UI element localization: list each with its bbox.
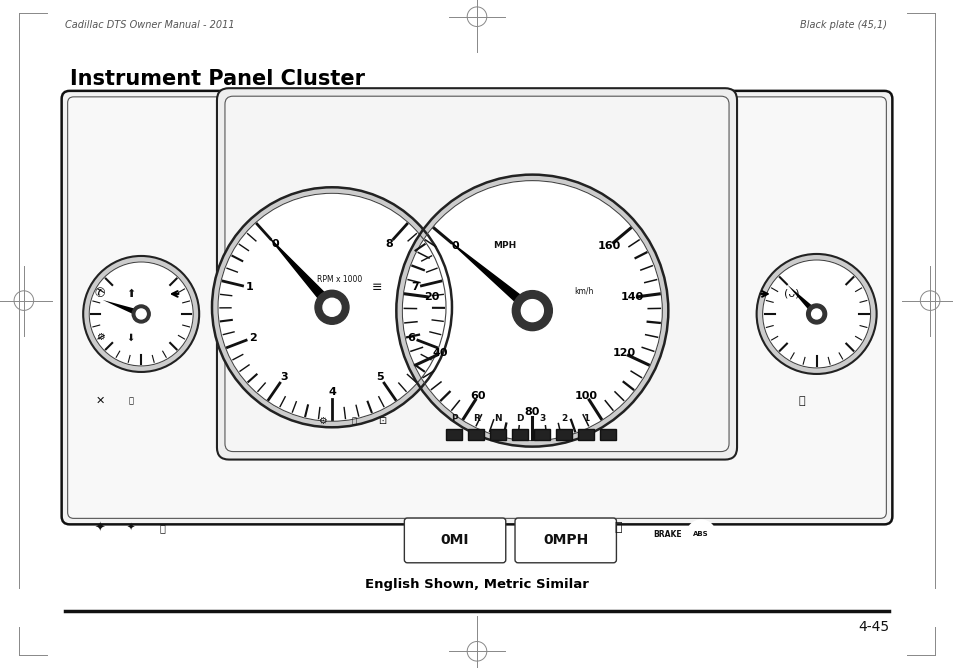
Polygon shape [103,300,142,317]
Text: 80: 80 [524,407,539,417]
Circle shape [811,309,821,319]
Polygon shape [786,285,819,317]
Text: RPM x 1000: RPM x 1000 [317,275,362,284]
Text: 7: 7 [411,283,418,293]
Circle shape [402,180,661,441]
Text: Instrument Panel Cluster: Instrument Panel Cluster [70,69,364,89]
Text: D: D [516,414,523,423]
Text: ≡: ≡ [372,281,382,294]
Text: ✆: ✆ [94,287,106,301]
Text: 140: 140 [620,293,643,303]
Circle shape [132,305,150,323]
Circle shape [395,174,668,447]
Text: ⬆: ⬆ [126,289,135,299]
Text: 120: 120 [612,348,635,358]
Text: ⛽: ⛽ [798,396,803,405]
Text: km/h: km/h [574,286,594,295]
Text: 40: 40 [433,348,448,358]
Circle shape [806,304,825,324]
Text: MPH: MPH [492,241,516,250]
Text: ⊡: ⊡ [377,416,386,426]
Text: ✦: ✦ [94,521,106,534]
Text: 3: 3 [538,414,545,423]
Bar [534,429,550,440]
Text: English Shown, Metric Similar: English Shown, Metric Similar [365,578,588,591]
Polygon shape [271,239,343,320]
Text: Black plate (45,1): Black plate (45,1) [800,21,886,30]
Text: 0MPH: 0MPH [542,534,588,547]
Text: (ᴗ): (ᴗ) [783,289,799,299]
Text: 100: 100 [575,391,598,401]
Bar [468,429,484,440]
Text: 8: 8 [385,239,393,249]
Circle shape [323,299,340,316]
Text: 20: 20 [424,293,439,303]
Text: 0MI: 0MI [440,534,469,547]
Text: 160: 160 [598,240,620,250]
FancyBboxPatch shape [225,96,728,452]
Text: 2: 2 [249,333,256,343]
Circle shape [136,309,146,319]
FancyBboxPatch shape [68,97,885,518]
Bar [556,429,572,440]
Text: BRAKE: BRAKE [653,530,681,539]
Text: 🔑: 🔑 [337,295,342,304]
FancyBboxPatch shape [515,518,616,562]
Text: 1: 1 [582,414,589,423]
Text: 🔋: 🔋 [351,416,356,426]
Text: 〓: 〓 [128,396,133,405]
Polygon shape [452,243,546,323]
Circle shape [686,520,715,548]
Text: 4: 4 [328,387,335,397]
Circle shape [314,291,349,324]
Text: Cadillac DTS Owner Manual - 2011: Cadillac DTS Owner Manual - 2011 [65,21,234,30]
Bar [599,429,616,440]
Text: 6: 6 [407,333,415,343]
Bar [490,429,506,440]
Circle shape [761,260,870,368]
Text: ⚙: ⚙ [95,333,105,342]
Circle shape [83,256,199,372]
Text: ABS: ABS [693,532,708,537]
Circle shape [512,291,552,331]
Text: R: R [473,414,479,423]
Text: 🚶: 🚶 [614,521,621,534]
Circle shape [520,300,543,321]
Text: ⚙: ⚙ [317,416,326,426]
Text: 1: 1 [245,283,253,293]
Text: P: P [451,414,457,423]
Text: ⬇: ⬇ [127,333,134,342]
Text: N: N [494,414,501,423]
Bar [512,429,528,440]
Text: 🔒: 🔒 [159,523,165,532]
Text: 4-45: 4-45 [857,620,888,634]
Text: 3: 3 [279,373,287,382]
FancyBboxPatch shape [62,91,891,524]
Circle shape [212,187,452,428]
Bar [578,429,594,440]
FancyBboxPatch shape [216,88,737,460]
Text: 2: 2 [560,414,567,423]
Bar [446,429,462,440]
Text: 5: 5 [376,373,384,382]
Text: 60: 60 [470,391,485,401]
Text: 0: 0 [451,240,458,250]
FancyBboxPatch shape [404,518,505,562]
Circle shape [218,193,445,422]
Text: 0: 0 [271,239,278,249]
Circle shape [89,262,193,366]
Text: ✦: ✦ [127,523,134,532]
Text: ✕: ✕ [95,396,105,405]
Circle shape [756,254,876,374]
